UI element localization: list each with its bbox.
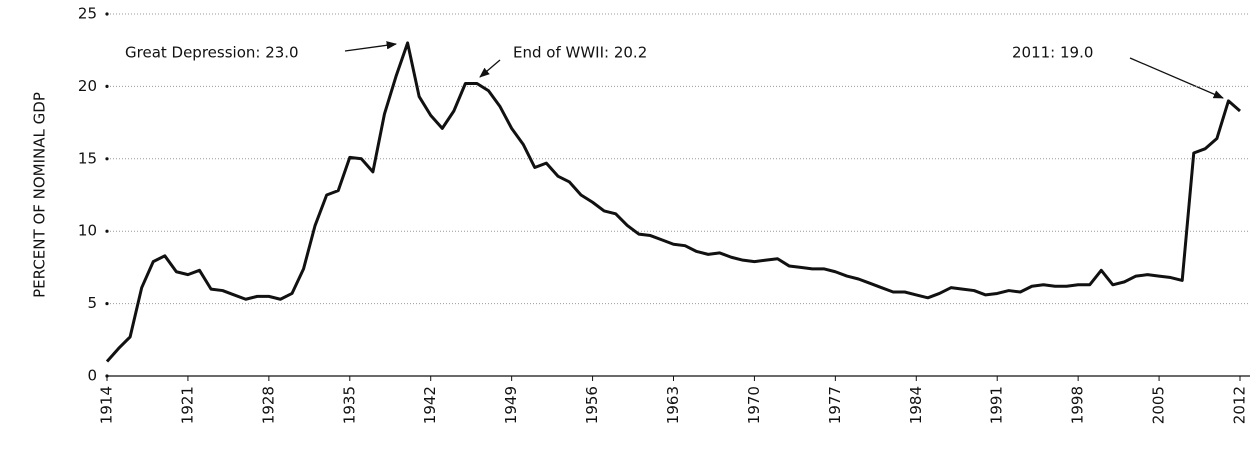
y-tick-label: 25 — [78, 5, 97, 23]
y-tick-mark — [105, 302, 109, 306]
annotation-arrow — [479, 59, 501, 78]
x-tick-label: 2005 — [1150, 386, 1168, 424]
x-tick-label: 1921 — [178, 386, 196, 424]
x-tick-label: 1914 — [98, 386, 116, 424]
y-tick-mark — [105, 229, 109, 233]
x-tick-label: 1998 — [1069, 386, 1087, 424]
x-tick-label: 1928 — [259, 386, 277, 424]
y-tick-label: 10 — [78, 222, 97, 240]
x-tick-label: 1935 — [340, 386, 358, 424]
annotation: 2011: 19.0 — [1012, 44, 1093, 62]
data-line — [105, 41, 1241, 363]
y-tick-label: 5 — [87, 294, 97, 312]
annotation: End of WWII: 20.2 — [513, 44, 647, 62]
y-tick-label: 0 — [87, 367, 97, 385]
annotation-arrow — [1129, 57, 1224, 99]
x-tick-label: 1963 — [664, 386, 682, 424]
annotation: Great Depression: 23.0 — [125, 44, 299, 62]
y-tick-label: 20 — [78, 77, 97, 95]
annotation-arrow — [344, 41, 398, 52]
y-tick-label: 15 — [78, 149, 97, 167]
y-tick-mark — [105, 84, 109, 88]
x-tick-label: 1984 — [907, 386, 925, 424]
x-tick-label: 1956 — [583, 386, 601, 424]
x-tick-label: 2012 — [1231, 386, 1249, 424]
x-tick-label: 1991 — [988, 386, 1006, 424]
x-tick-label: 1942 — [421, 386, 439, 424]
x-tick-label: 1949 — [502, 386, 520, 424]
y-tick-mark — [105, 157, 109, 161]
y-tick-mark — [105, 12, 109, 16]
y-axis-label: PERCENT OF NOMINAL GDP — [31, 92, 49, 298]
x-tick-label: 1970 — [745, 386, 763, 424]
x-tick-label: 1977 — [826, 386, 844, 424]
